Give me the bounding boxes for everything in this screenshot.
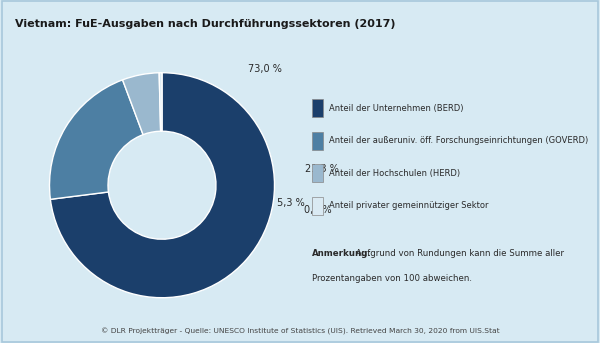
Text: Anmerkung:: Anmerkung: — [312, 249, 372, 258]
Wedge shape — [159, 73, 162, 131]
Text: Aufgrund von Rundungen kann die Summe aller: Aufgrund von Rundungen kann die Summe al… — [353, 249, 564, 258]
Text: Anteil der Hochschulen (HERD): Anteil der Hochschulen (HERD) — [329, 169, 460, 178]
Text: Prozentangaben von 100 abweichen.: Prozentangaben von 100 abweichen. — [312, 274, 472, 283]
Wedge shape — [50, 73, 275, 298]
Text: © DLR Projektträger - Quelle: UNESCO Institute of Statistics (UIS). Retrieved Ma: © DLR Projektträger - Quelle: UNESCO Ins… — [101, 328, 499, 335]
Text: 21,3 %: 21,3 % — [305, 164, 339, 174]
Text: 0,4 %: 0,4 % — [304, 205, 332, 215]
Text: Anteil der außeruniv. öff. Forschungseinrichtungen (GOVERD): Anteil der außeruniv. öff. Forschungsein… — [329, 136, 588, 145]
Text: Anteil privater gemeinnütziger Sektor: Anteil privater gemeinnütziger Sektor — [329, 201, 488, 210]
Text: 73,0 %: 73,0 % — [248, 64, 281, 74]
Text: Vietnam: FuE-Ausgaben nach Durchführungssektoren (2017): Vietnam: FuE-Ausgaben nach Durchführungs… — [15, 19, 395, 29]
Wedge shape — [49, 80, 143, 199]
Text: Anteil der Unternehmen (BERD): Anteil der Unternehmen (BERD) — [329, 104, 463, 113]
Text: 5,3 %: 5,3 % — [277, 198, 305, 208]
Wedge shape — [122, 73, 161, 135]
